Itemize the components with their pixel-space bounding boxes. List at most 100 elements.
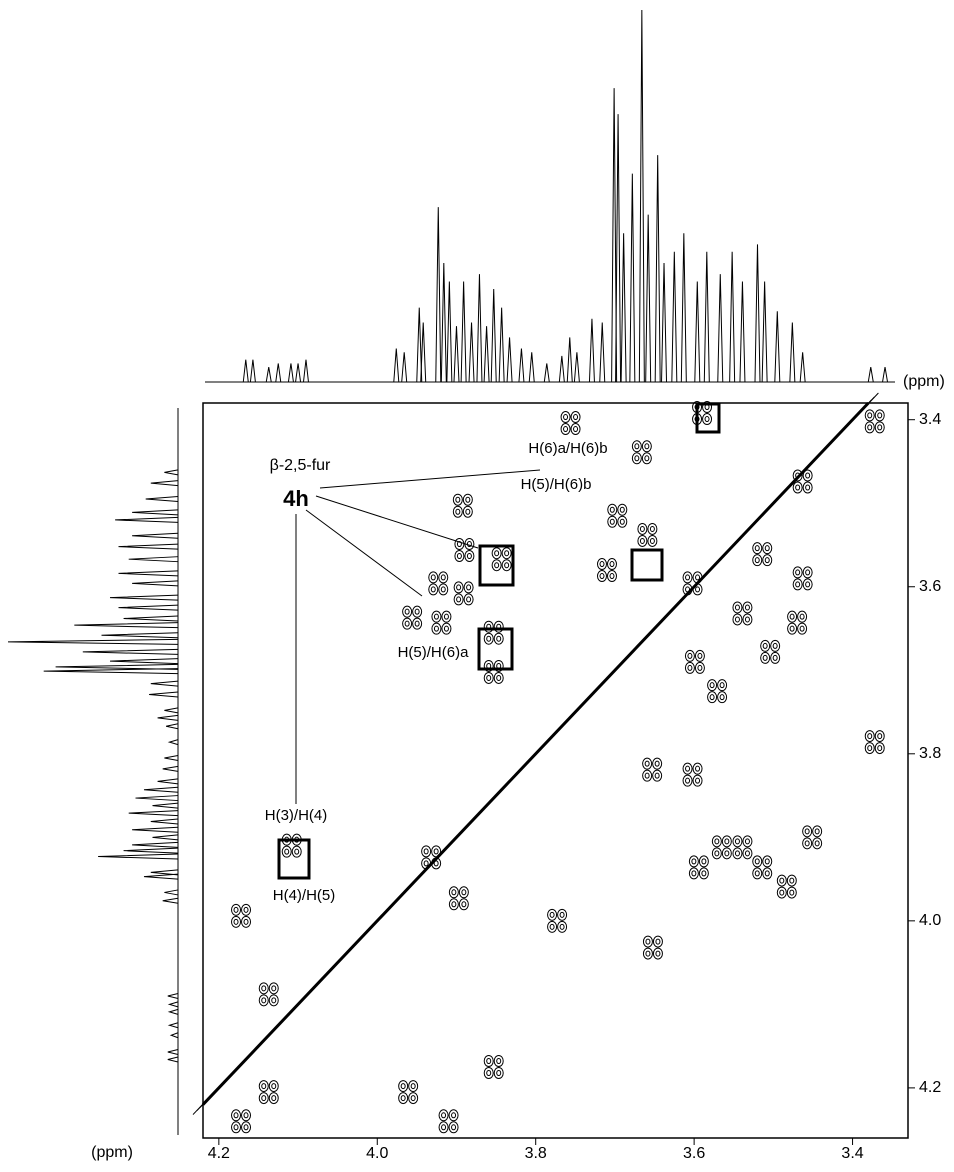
contour [761,652,770,663]
contour [703,414,712,425]
cross-peak [403,606,422,629]
contour [272,998,276,1003]
contour [698,665,702,670]
contour [725,851,729,856]
cross-peak [232,1110,251,1133]
cross-peak [865,410,884,433]
contour [432,846,441,857]
x-tick-label: 3.6 [683,1145,705,1162]
contour [558,909,567,920]
peak-label: H(3)/H(4) [265,807,328,824]
contour [560,924,564,929]
cross-peak [429,572,448,595]
spectrum-peak [491,289,496,382]
contour [875,731,884,742]
contour [550,924,554,929]
spectrum-peak [519,349,524,382]
contour [865,731,874,742]
contour [497,636,501,641]
contour [453,494,462,505]
cross-peak [259,983,278,1006]
contour [484,1056,493,1067]
contour [696,778,700,783]
contour [642,441,651,452]
contour [710,695,714,700]
spectrum-peak [600,322,605,382]
contour [259,1093,268,1104]
contour [548,921,557,932]
contour [635,456,639,461]
side-spectrum-peak [129,811,178,816]
contour [424,849,428,854]
contour [803,579,812,590]
contour [686,575,690,580]
contour [456,497,460,502]
contour [695,650,704,661]
side-spectrum-peak [171,1033,178,1038]
contour [462,890,466,895]
contour [610,519,614,524]
contour [484,1068,493,1079]
contour [712,836,721,847]
contour [755,859,759,864]
spectrum-peak [800,352,805,382]
cross-peak [683,763,702,786]
contour [813,838,822,849]
contour [439,1110,448,1121]
cross-peak [788,611,807,634]
contour [505,563,509,568]
contour [686,587,690,592]
side-spectrum-peak [166,724,178,729]
spectrum-peak [288,363,293,382]
spectrum-peak [266,367,271,382]
contour [244,1113,248,1118]
contour [735,605,739,610]
spectrum-peak [718,274,723,382]
contour [232,1122,241,1133]
contour [878,746,882,751]
contour [484,621,493,632]
contour [484,633,493,644]
contour [548,909,557,920]
contour [574,415,578,420]
contour [607,559,616,570]
spectrum-peak [646,215,651,382]
spectrum-peak [421,322,426,382]
contour [439,572,448,583]
contour [865,422,874,433]
contour [502,560,511,571]
contour [712,848,721,859]
contour [803,826,812,837]
contour [683,572,692,583]
contour [272,1096,276,1101]
contour [761,640,770,651]
contour [618,516,627,527]
contour [803,470,812,481]
side-spectrum-peak [168,1049,178,1054]
side-spectrum-peak [151,481,178,486]
contour [434,861,438,866]
contour [600,562,604,567]
contour [242,1122,251,1133]
contour [733,848,742,859]
side-spectrum-peak [151,681,178,686]
contour [295,849,299,854]
contour [722,848,731,859]
contour [422,846,431,857]
cross-peak [733,602,752,625]
cross-peak [632,441,651,464]
y-tick-label: 4.2 [919,1079,941,1096]
contour [693,775,702,786]
contour [878,413,882,418]
contour [773,643,777,648]
contour [686,778,690,783]
contour [564,427,568,432]
contour [454,582,463,593]
contour [689,856,698,867]
contour [683,775,692,786]
contour [771,652,780,663]
contour [234,1113,238,1118]
x-unit-top: (ppm) [903,373,945,390]
contour [715,851,719,856]
contour [643,936,652,947]
